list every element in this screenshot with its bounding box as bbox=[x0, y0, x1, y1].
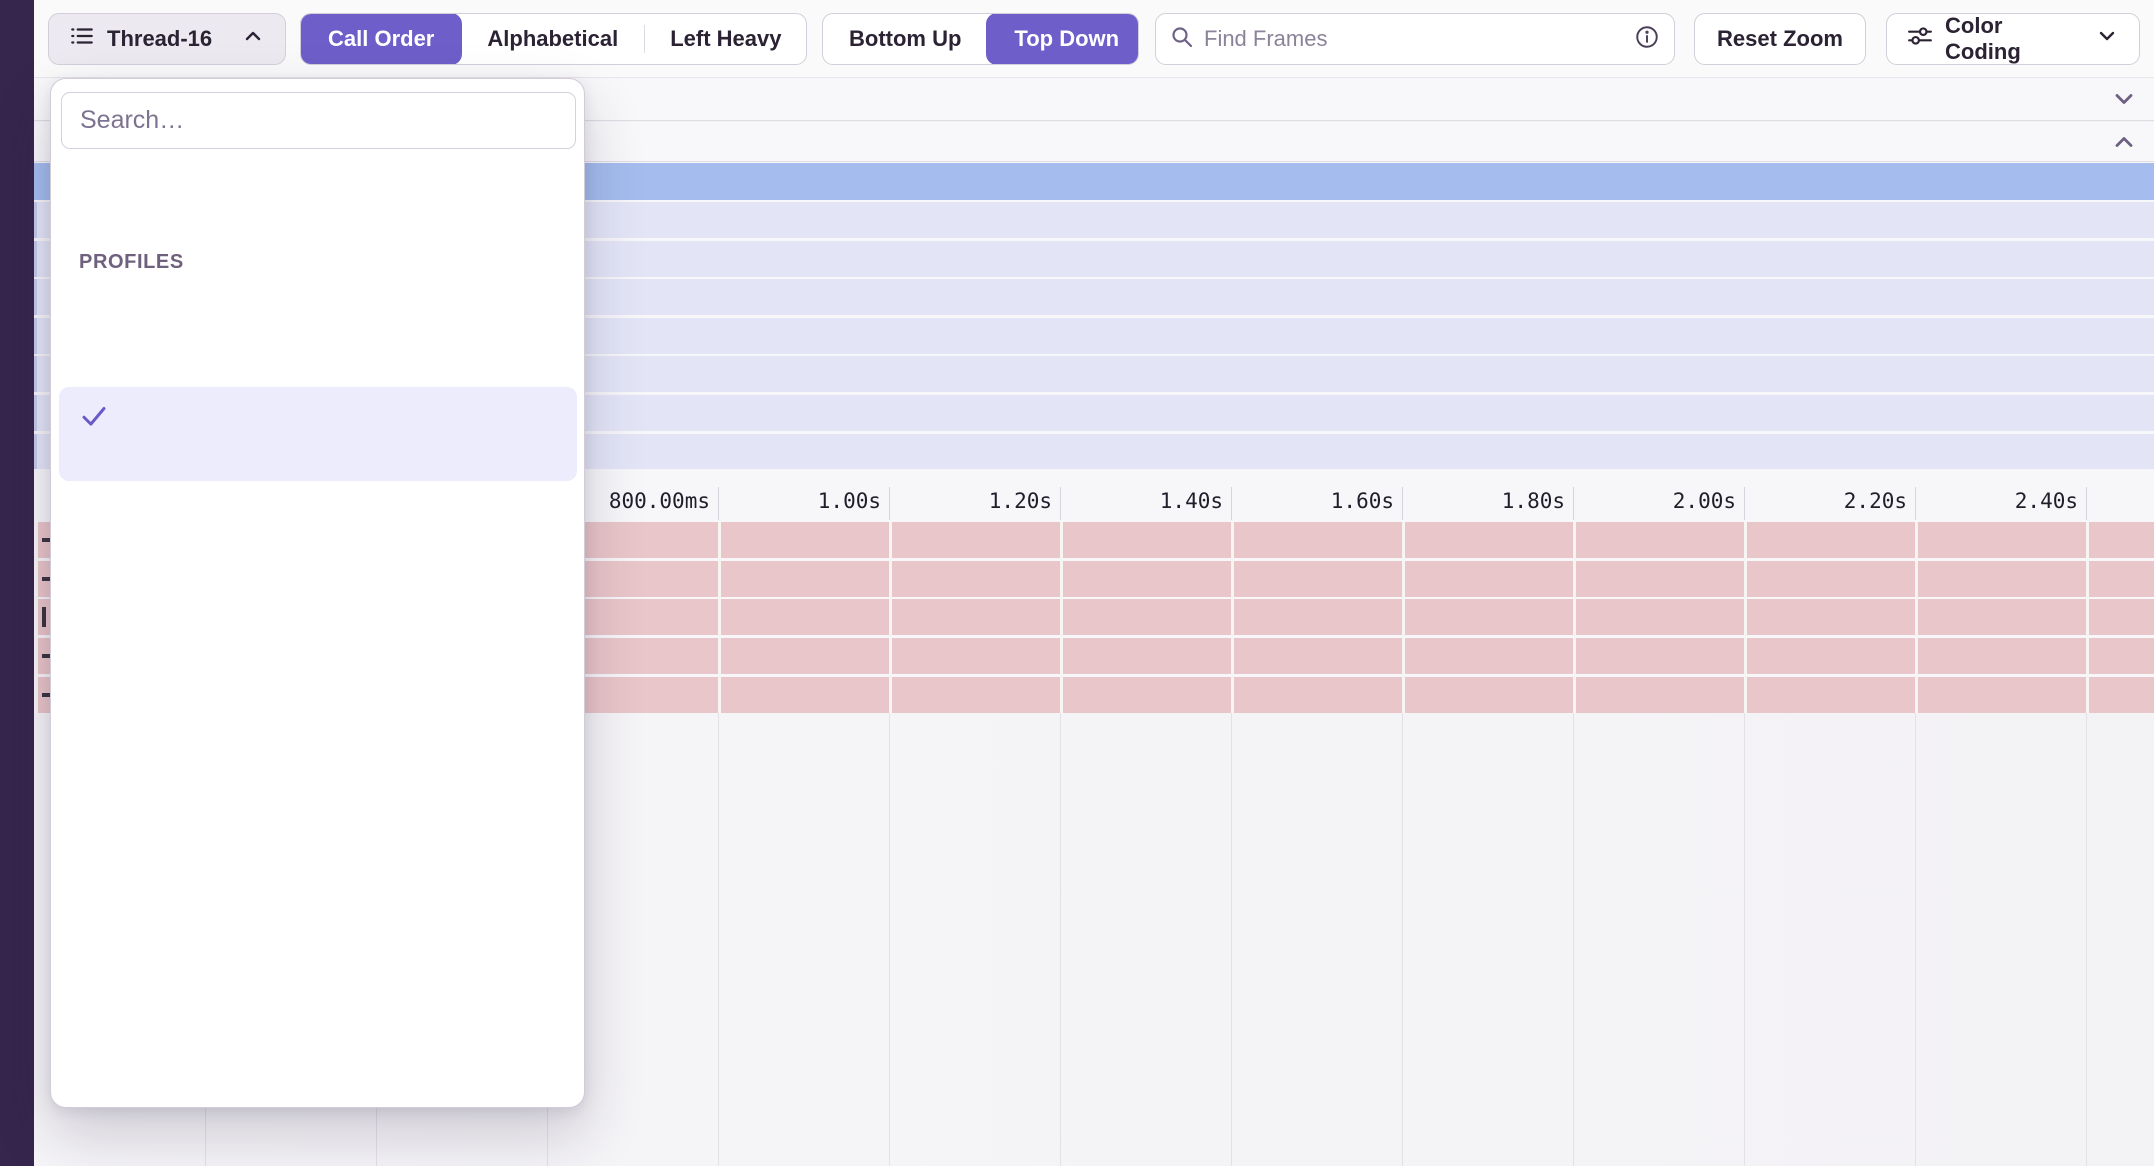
thread-option-uwsgiworker7core2[interactable] bbox=[51, 285, 584, 385]
grid-line bbox=[1573, 713, 1574, 1166]
search-icon bbox=[1170, 25, 1194, 54]
grid-line bbox=[1915, 713, 1916, 1166]
tab-alphabetical[interactable]: Alphabetical bbox=[461, 14, 644, 64]
grid-line bbox=[2086, 522, 2089, 713]
grid-line bbox=[889, 713, 890, 1166]
axis-tick-line bbox=[889, 487, 890, 520]
axis-tick-label: 1.60s bbox=[1331, 489, 1402, 513]
chevron-down-icon bbox=[2095, 24, 2119, 54]
sliders-icon bbox=[1907, 23, 1933, 55]
axis-tick-label: 1.20s bbox=[989, 489, 1060, 513]
axis-tick-line bbox=[718, 487, 719, 520]
thread-option-highlight bbox=[59, 787, 577, 881]
grid-line bbox=[718, 522, 721, 713]
chevron-up-icon bbox=[241, 24, 265, 54]
tab-bottom-up[interactable]: Bottom Up bbox=[823, 14, 987, 64]
thread-option-thread-19[interactable] bbox=[51, 685, 584, 785]
axis-tick-label: 1.40s bbox=[1160, 489, 1231, 513]
axis-tick-label: 2.20s bbox=[1844, 489, 1915, 513]
thread-option-highlight bbox=[59, 987, 577, 1081]
grid-line bbox=[718, 713, 719, 1166]
grid-line bbox=[1915, 522, 1918, 713]
axis-tick-label: 800.00ms bbox=[609, 489, 718, 513]
axis-tick-line bbox=[1915, 487, 1916, 520]
thread-option-highlight bbox=[59, 587, 577, 681]
find-frames-input[interactable] bbox=[1204, 26, 1624, 52]
thread-option-highlight bbox=[59, 1087, 577, 1108]
color-coding-label: Color Coding bbox=[1945, 13, 2083, 65]
thread-option-raven-sentry-backgroundworker[interactable] bbox=[51, 985, 584, 1085]
thread-selector-label: Thread-16 bbox=[107, 26, 212, 52]
axis-tick-line bbox=[1060, 487, 1061, 520]
grid-line bbox=[2086, 713, 2087, 1166]
grid-line bbox=[1402, 522, 1405, 713]
axis-tick-label: 1.80s bbox=[1502, 489, 1573, 513]
thread-option-threadpoolexecutor-0-1[interactable] bbox=[51, 885, 584, 985]
thread-option-highlight bbox=[59, 287, 577, 381]
thread-search-input[interactable] bbox=[61, 92, 576, 149]
thread-dropdown-panel: PROFILES bbox=[50, 78, 585, 1108]
thread-list bbox=[51, 285, 584, 1108]
thread-option-highlight bbox=[59, 887, 577, 981]
grid-line bbox=[1060, 713, 1061, 1166]
thread-option-raven-sentry-backgroundworker[interactable] bbox=[51, 1085, 584, 1108]
axis-tick-line bbox=[1573, 487, 1574, 520]
axis-tick-line bbox=[2086, 487, 2087, 520]
grid-line bbox=[1231, 713, 1232, 1166]
grid-line bbox=[1744, 713, 1745, 1166]
grid-line bbox=[1231, 522, 1234, 713]
direction-segmented-control: Bottom UpTop Down bbox=[822, 13, 1139, 65]
tab-call-order[interactable]: Call Order bbox=[300, 13, 462, 65]
flame-frame-clipped-text bbox=[42, 607, 46, 627]
checkmark-icon bbox=[79, 401, 109, 436]
thread-list-icon bbox=[69, 23, 95, 55]
grid-line bbox=[1402, 713, 1403, 1166]
grid-line bbox=[1744, 522, 1747, 713]
tab-top-down[interactable]: Top Down bbox=[986, 13, 1139, 65]
toolbar: Thread-16 Call OrderAlphabeticalLeft Hea… bbox=[34, 0, 2154, 78]
grid-line bbox=[1060, 522, 1063, 713]
axis-tick-label: 1.00s bbox=[818, 489, 889, 513]
grid-line bbox=[1573, 522, 1576, 713]
thread-option-highlight bbox=[59, 687, 577, 781]
thread-option-highlight bbox=[59, 487, 577, 581]
axis-tick-line bbox=[1231, 487, 1232, 520]
reset-zoom-label: Reset Zoom bbox=[1717, 26, 1843, 52]
thread-option-thread-18[interactable] bbox=[51, 585, 584, 685]
axis-tick-line bbox=[1744, 487, 1745, 520]
axis-tick-label: 2.00s bbox=[1673, 489, 1744, 513]
thread-selector-button[interactable]: Thread-16 bbox=[48, 13, 286, 65]
thread-option-thread-16[interactable] bbox=[51, 385, 584, 485]
axis-tick-label: 2.40s bbox=[2015, 489, 2086, 513]
info-icon[interactable] bbox=[1634, 24, 1660, 55]
left-sidebar-strip bbox=[0, 0, 34, 1166]
sort-order-segmented-control: Call OrderAlphabeticalLeft Heavy bbox=[300, 13, 807, 65]
reset-zoom-button[interactable]: Reset Zoom bbox=[1694, 13, 1866, 65]
find-frames-search[interactable] bbox=[1155, 13, 1675, 65]
thread-option-highlight bbox=[59, 387, 577, 481]
thread-option-thread-17[interactable] bbox=[51, 485, 584, 585]
color-coding-button[interactable]: Color Coding bbox=[1886, 13, 2140, 65]
thread-option-threadpoolexecutor-0-0[interactable] bbox=[51, 785, 584, 885]
profiles-section-label: PROFILES bbox=[79, 251, 184, 274]
tab-left-heavy[interactable]: Left Heavy bbox=[644, 14, 807, 64]
grid-line bbox=[889, 522, 892, 713]
axis-tick-line bbox=[1402, 487, 1403, 520]
